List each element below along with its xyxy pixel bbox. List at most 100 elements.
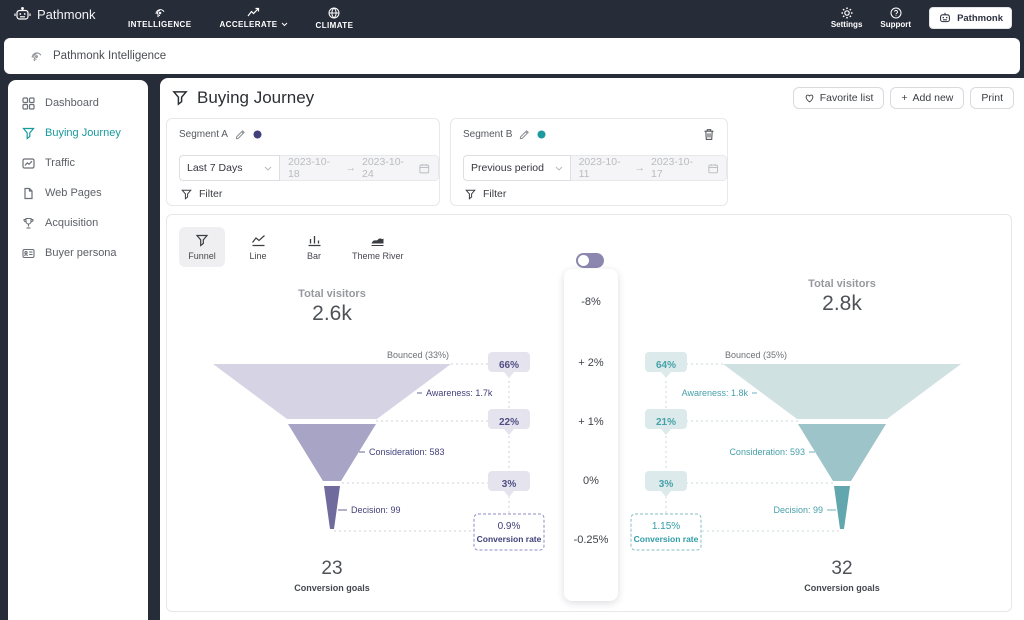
- trophy-icon: [23, 217, 34, 229]
- tab-line[interactable]: Line: [235, 227, 281, 267]
- page-title-row: Buying Journey: [172, 88, 314, 108]
- help-icon: [890, 7, 902, 19]
- tab-label: Theme River: [352, 250, 404, 261]
- delta-conversion: 0%: [583, 475, 599, 487]
- conversion-rate-value: 0.9%: [498, 521, 521, 532]
- robot-icon: [14, 7, 31, 20]
- tab-funnel[interactable]: Funnel: [179, 227, 225, 267]
- segment-a-period-select[interactable]: Last 7 Days: [179, 155, 281, 181]
- filter-label: Filter: [483, 188, 507, 200]
- segment-b-date-range[interactable]: 2023-10-11 → 2023-10-17: [570, 155, 727, 181]
- nav-climate[interactable]: CLIMATE: [316, 7, 354, 30]
- segment-b-filter-button[interactable]: Filter: [465, 188, 506, 200]
- bar-chart-icon: [308, 235, 320, 246]
- funnel-stage-consideration[interactable]: [798, 424, 886, 481]
- support-button[interactable]: Support: [880, 7, 911, 29]
- funnel-stage-decision[interactable]: [324, 486, 340, 529]
- sidebar-item-buyer-persona[interactable]: Buyer persona: [8, 238, 148, 268]
- settings-button[interactable]: Settings: [831, 7, 862, 29]
- favorite-list-label: Favorite list: [819, 92, 874, 104]
- svg-text:3%: 3%: [502, 479, 517, 490]
- delta-awareness: -8%: [581, 296, 601, 308]
- pencil-icon[interactable]: [519, 129, 530, 140]
- logo-text: Pathmonk: [37, 7, 96, 22]
- nav-intelligence[interactable]: INTELLIGENCE: [128, 7, 191, 29]
- conversion-rate-value: 1.15%: [652, 521, 680, 532]
- pct-badge-decision: 3%: [645, 471, 687, 497]
- trending-up-icon: [247, 7, 260, 17]
- segment-b-name: Segment B: [463, 129, 513, 140]
- conversion-goals-label: Conversion goals: [804, 583, 880, 593]
- sidebar-item-label: Dashboard: [45, 97, 99, 109]
- favorite-list-button[interactable]: Favorite list: [792, 87, 885, 109]
- funnel-icon: [22, 127, 35, 140]
- top-right-utils: Settings Support Pathmonk: [831, 0, 1012, 36]
- tab-theme-river[interactable]: Theme River: [347, 227, 409, 267]
- pencil-icon[interactable]: [235, 129, 246, 140]
- chevron-down-icon: [281, 22, 287, 27]
- total-visitors-label: Total visitors: [808, 278, 876, 290]
- globe-icon: [328, 7, 340, 19]
- segment-a-date-range[interactable]: 2023-10-18 → 2023-10-24: [280, 155, 439, 181]
- sidebar: Dashboard Buying Journey Traffic Web Pag…: [8, 80, 148, 620]
- decision-label: Decision: 99: [351, 505, 401, 515]
- delta-decision: + 1%: [578, 416, 604, 428]
- chart-card: Funnel Line Bar Theme River: [166, 214, 1012, 612]
- add-new-label: Add new: [912, 92, 954, 104]
- add-new-button[interactable]: + Add new: [890, 87, 965, 109]
- grid-icon: [22, 96, 35, 110]
- top-header: Pathmonk INTELLIGENCE ACCELERATE CLIMATE: [0, 0, 1024, 36]
- sidebar-item-traffic[interactable]: Traffic: [8, 148, 148, 178]
- comparison-toggle[interactable]: [576, 253, 604, 268]
- arrow-right-icon: →: [634, 162, 645, 174]
- conversion-goals-value: 32: [831, 558, 852, 579]
- segment-b-period-value: Previous period: [471, 162, 544, 174]
- awareness-label: Awareness: 1.8k: [682, 388, 749, 398]
- delta-consideration: + 2%: [578, 357, 604, 369]
- tab-bar[interactable]: Bar: [291, 227, 337, 267]
- support-label: Support: [880, 20, 912, 29]
- sidebar-item-label: Buying Journey: [45, 127, 121, 139]
- account-button[interactable]: Pathmonk: [929, 7, 1012, 29]
- funnel-stage-awareness[interactable]: [723, 364, 961, 419]
- bounced-label: Bounced (33%): [387, 350, 449, 360]
- pct-badge-consideration: 22%: [488, 409, 530, 435]
- plus-icon: +: [901, 92, 908, 104]
- sidebar-item-buying-journey[interactable]: Buying Journey: [8, 118, 148, 148]
- funnel-stage-decision[interactable]: [834, 486, 850, 529]
- print-label: Print: [981, 92, 1003, 104]
- consideration-label: Consideration: 593: [729, 447, 805, 457]
- sidebar-item-web-pages[interactable]: Web Pages: [8, 178, 148, 208]
- segment-a-filter-button[interactable]: Filter: [181, 188, 222, 200]
- pct-badge-decision: 3%: [488, 471, 530, 497]
- date-to: 2023-10-17: [650, 156, 694, 180]
- conversion-goals-label: Conversion goals: [294, 583, 370, 593]
- tab-label: Line: [249, 250, 267, 261]
- svg-text:22%: 22%: [499, 417, 519, 428]
- funnel-chart-icon: [195, 234, 209, 247]
- date-from: 2023-10-11: [578, 156, 621, 180]
- chevron-down-icon: [264, 166, 272, 171]
- segment-b-color-dot: [537, 130, 546, 139]
- conversion-rate-label: Conversion rate: [477, 534, 542, 544]
- pathmonk-logo[interactable]: Pathmonk: [14, 7, 96, 22]
- funnel-stage-awareness[interactable]: [213, 364, 451, 419]
- funnel-chart-segment-a: Total visitors 2.6k Bounced (33%) Awaren…: [213, 288, 545, 593]
- sidebar-item-acquisition[interactable]: Acquisition: [8, 208, 148, 238]
- bounced-label: Bounced (35%): [725, 350, 787, 360]
- funnel-stage-consideration[interactable]: [288, 424, 376, 481]
- nav-accelerate[interactable]: ACCELERATE: [219, 7, 287, 29]
- trash-icon[interactable]: [703, 128, 715, 141]
- calendar-icon: [419, 163, 430, 173]
- sidebar-item-label: Web Pages: [45, 187, 102, 199]
- segment-b-period-select[interactable]: Previous period: [463, 155, 571, 181]
- sidebar-item-dashboard[interactable]: Dashboard: [8, 88, 148, 118]
- funnel-icon: [172, 91, 188, 106]
- filter-funnel-icon: [465, 189, 476, 200]
- filter-funnel-icon: [181, 189, 192, 200]
- print-button[interactable]: Print: [970, 87, 1014, 109]
- nav-accelerate-label: ACCELERATE: [219, 20, 278, 29]
- document-icon: [24, 187, 33, 199]
- svg-text:21%: 21%: [656, 417, 676, 428]
- pct-badge-awareness: 64%: [645, 352, 687, 378]
